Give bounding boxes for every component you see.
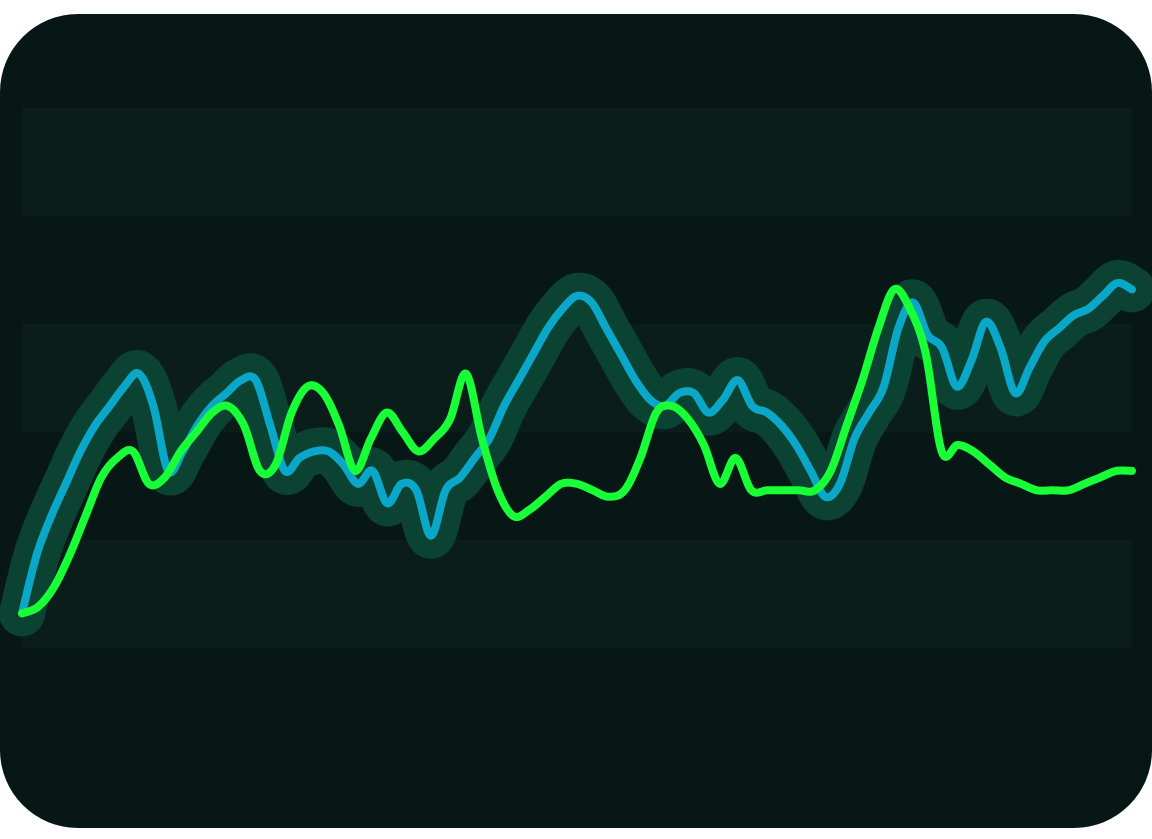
grid-band (22, 540, 1132, 648)
grid-band (22, 108, 1132, 216)
blue-series-line (18, 278, 1136, 618)
line-chart (0, 108, 1152, 648)
green-series-line (18, 285, 1136, 618)
chart-panel (0, 14, 1152, 828)
